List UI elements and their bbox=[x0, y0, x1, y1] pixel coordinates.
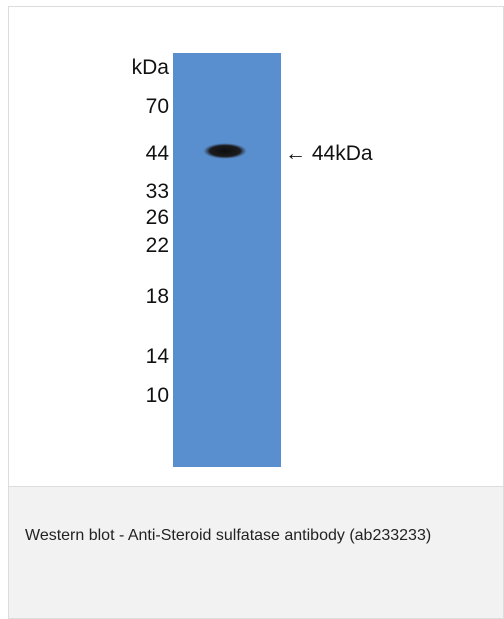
marker-33: 33 bbox=[145, 180, 169, 203]
blot-membrane bbox=[173, 53, 281, 467]
marker-70: 70 bbox=[145, 95, 169, 118]
marker-18: 18 bbox=[145, 285, 169, 308]
ladder-unit-label: kDa bbox=[131, 56, 169, 79]
caption-panel: Western blot - Anti-Steroid sulfatase an… bbox=[9, 486, 503, 618]
band-layer bbox=[203, 143, 247, 159]
marker-10: 10 bbox=[145, 384, 169, 407]
western-blot-figure: kDa 70 44 33 26 22 18 14 10 ← 44kDa bbox=[9, 7, 503, 486]
figure-caption: Western blot - Anti-Steroid sulfatase an… bbox=[25, 527, 432, 544]
image-card: kDa 70 44 33 26 22 18 14 10 ← 44kDa West… bbox=[8, 6, 504, 619]
marker-44: 44 bbox=[145, 142, 169, 165]
marker-22: 22 bbox=[145, 234, 169, 257]
marker-14: 14 bbox=[145, 345, 169, 368]
protein-band bbox=[203, 143, 247, 159]
marker-26: 26 bbox=[145, 206, 169, 229]
band-size-label: ← 44kDa bbox=[285, 142, 373, 165]
